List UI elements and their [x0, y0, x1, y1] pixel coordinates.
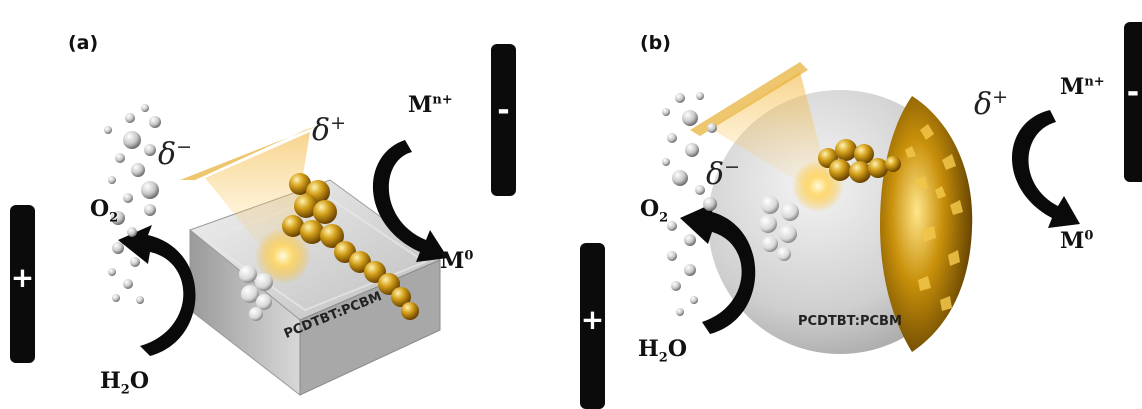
panel-b-gold-nanoparticles — [818, 139, 901, 183]
panel-a-h2o-label: H2O — [100, 368, 150, 398]
panel-b-bubbles — [662, 92, 717, 316]
panel-b-graphics — [662, 62, 1080, 354]
panel-a-bubbles — [104, 104, 161, 304]
panel-b-anode-bar: + — [580, 243, 605, 409]
panel-a-plus-sign: + — [10, 261, 35, 294]
panel-a-holes — [239, 265, 273, 321]
panel-b-holes — [759, 196, 799, 261]
panel-a-label: (a) — [68, 32, 99, 54]
panel-b-o2-label: O2 — [640, 196, 669, 226]
panel-b-delta-minus-label: δ− — [706, 156, 740, 192]
panel-a-cathode-bar: - — [491, 44, 516, 196]
panel-a-graphics — [104, 104, 448, 397]
panel-a-water-oxidation-arrow — [118, 225, 196, 356]
panel-a-delta-plus-label: δ+ — [312, 112, 346, 148]
panel-b-delta-plus-label: δ+ — [974, 86, 1008, 122]
panel-b-material-label: PCDTBT:PCBM — [798, 314, 902, 329]
panel-a-mn-plus-label: Mn+ — [408, 92, 453, 118]
panel-b-h2o-label: H2O — [638, 336, 688, 366]
panel-a-gold-nanoparticles — [282, 173, 419, 320]
panel-a-metal-reduction-arrow — [372, 140, 448, 262]
panel-a-m0-label: M0 — [440, 248, 474, 274]
panel-b-mn-plus-label: Mn+ — [1060, 74, 1105, 100]
panel-b-m0-label: M0 — [1060, 228, 1094, 254]
panel-a-o2-label: O2 — [90, 196, 119, 226]
panel-b-label: (b) — [640, 32, 671, 54]
panel-b-minus-sign: - — [1126, 75, 1140, 110]
panel-a-delta-minus-label: δ− — [158, 136, 192, 172]
panel-b-metal-reduction-arrow — [1012, 110, 1080, 228]
panel-b-cathode-bar: - — [1124, 22, 1142, 182]
panel-a-anode-bar: + — [10, 205, 35, 363]
panel-b-gold-crystals — [905, 124, 963, 311]
panel-b-plus-sign: + — [580, 303, 605, 336]
panel-a-minus-sign: - — [497, 93, 510, 128]
panel-b-water-oxidation-arrow — [680, 202, 756, 334]
